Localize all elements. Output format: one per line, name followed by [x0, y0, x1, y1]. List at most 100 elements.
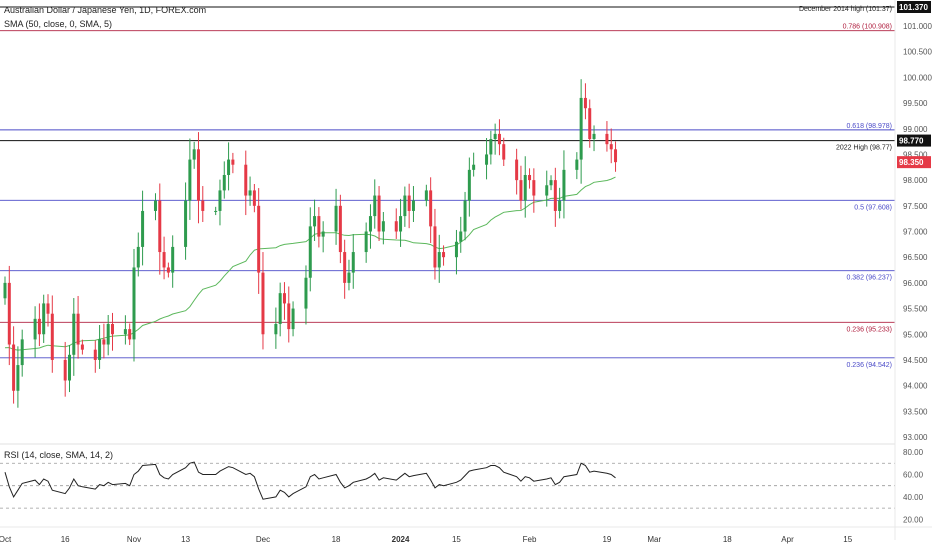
candle-body — [433, 226, 437, 268]
candle-body — [214, 210, 218, 212]
rsi-tick-label: 80.00 — [903, 448, 924, 457]
candle-body — [110, 323, 114, 335]
candle-body — [515, 159, 519, 181]
time-tick-label: 15 — [843, 535, 852, 544]
level-labels: December 2014 high (101.37) 0.786 (100.90… — [799, 6, 892, 369]
candle-body — [227, 159, 231, 175]
candle — [351, 234, 355, 289]
price-tick-label: 101.000 — [903, 22, 932, 31]
candle — [454, 229, 458, 275]
candle-body — [588, 108, 592, 140]
candle — [132, 248, 136, 362]
candle-body — [42, 303, 46, 335]
horizontal-levels — [0, 6, 895, 359]
candle — [347, 259, 351, 291]
candle — [196, 132, 200, 224]
candle-body — [72, 313, 76, 355]
candle — [46, 294, 50, 327]
price-tick-label: 93.000 — [903, 433, 928, 442]
candle — [274, 307, 278, 349]
candle — [123, 315, 127, 345]
candle-body — [20, 339, 24, 366]
candle — [532, 168, 536, 213]
candle — [184, 182, 188, 260]
candle-body — [252, 190, 256, 206]
candle-body — [274, 323, 278, 335]
candle-body — [102, 339, 106, 345]
rsi-tick-label: 40.00 — [903, 493, 924, 502]
level-label: 2022 High (98.77) — [836, 145, 892, 152]
candle-body — [407, 195, 411, 211]
candle-body — [136, 246, 140, 268]
candle-body — [132, 267, 136, 340]
candle — [399, 198, 403, 247]
time-tick-label: Oct — [0, 535, 12, 544]
candle — [394, 208, 398, 239]
price-tick-label: 94.500 — [903, 356, 928, 365]
candle-body — [162, 252, 166, 268]
candle — [63, 341, 67, 397]
rsi-tick-label: 60.00 — [903, 470, 924, 479]
time-tick-label: Mar — [647, 535, 661, 544]
price-tick-label: 94.000 — [903, 382, 928, 391]
candle — [308, 207, 312, 292]
price-badge: 98.350 — [897, 156, 931, 169]
candle — [227, 142, 231, 191]
candle-body — [381, 221, 385, 232]
candle — [171, 235, 175, 288]
symbol-title: Australian Dollar / Japanese Yen, 1D, FO… — [4, 5, 206, 15]
candle-body — [231, 159, 235, 165]
candle-body — [282, 293, 286, 304]
candle — [278, 282, 282, 337]
candle-body — [605, 133, 609, 145]
candle-body — [549, 180, 553, 186]
candle — [515, 148, 519, 195]
candle-body — [351, 252, 355, 273]
candle — [411, 186, 415, 222]
candle — [128, 323, 132, 346]
candle-body — [218, 190, 222, 211]
candle-body — [553, 180, 557, 211]
candle-body — [411, 200, 415, 211]
candle-body — [592, 133, 596, 140]
price-badge-text: 98.770 — [899, 137, 924, 146]
candle — [136, 232, 140, 277]
candle-body — [222, 174, 226, 191]
time-tick-label: 15 — [452, 535, 461, 544]
candle — [433, 208, 437, 280]
candle-body — [489, 139, 493, 155]
candle — [407, 183, 411, 229]
rsi-line — [4, 461, 616, 500]
candle — [609, 128, 613, 164]
candle-body — [377, 195, 381, 232]
price-badges: 101.370 98.770 98.350 — [897, 1, 931, 169]
candle — [287, 286, 291, 343]
candle — [583, 83, 587, 120]
candle — [579, 79, 583, 184]
candle-body — [528, 174, 532, 181]
candle — [42, 294, 46, 343]
candle — [231, 152, 235, 174]
time-tick-label: 19 — [602, 535, 611, 544]
candle-body — [50, 313, 54, 360]
candle — [76, 295, 80, 359]
candle-body — [63, 359, 67, 381]
candle — [162, 236, 166, 280]
candle-body — [244, 164, 248, 196]
candle-body — [248, 190, 252, 196]
candle-body — [33, 318, 37, 340]
candle — [377, 186, 381, 242]
candle — [523, 156, 527, 218]
candle — [188, 138, 192, 220]
candle — [549, 175, 553, 191]
candle-body — [3, 282, 7, 299]
candle-body — [278, 293, 282, 324]
candle — [317, 207, 321, 248]
candle — [467, 157, 471, 217]
candle — [364, 222, 368, 263]
candle-body — [76, 313, 80, 345]
time-tick-label: Apr — [781, 535, 794, 544]
candle-body — [472, 164, 476, 170]
